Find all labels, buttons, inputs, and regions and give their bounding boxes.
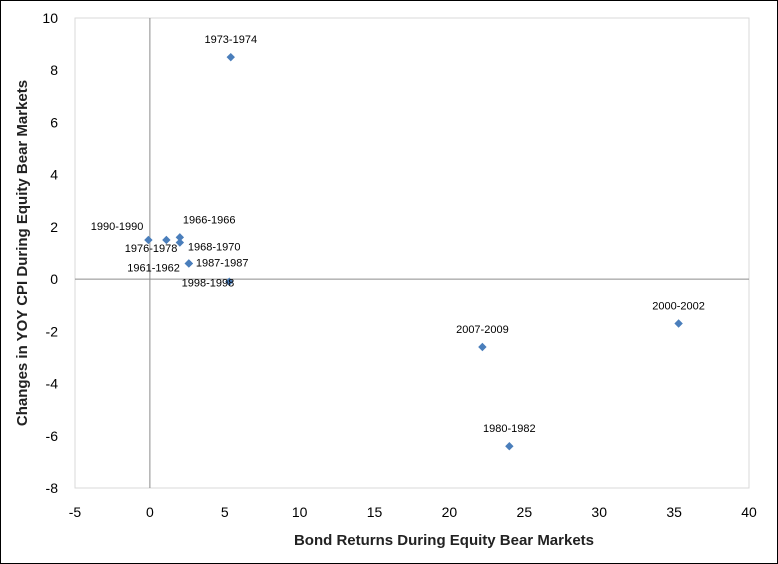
- x-tick-label: 40: [741, 504, 757, 520]
- data-point-marker: [478, 342, 487, 352]
- y-tick-labels: -8 -6 -4 -2 0 2 4 6 8 10: [42, 10, 58, 496]
- y-tick-label: 4: [50, 167, 58, 183]
- data-point-label: 1976-1978: [125, 243, 178, 255]
- y-tick-label: 10: [42, 10, 58, 26]
- data-point-label: 1973-1974: [204, 34, 257, 46]
- data-points: [144, 52, 683, 451]
- x-tick-label: 35: [666, 504, 682, 520]
- x-tick-label: 25: [517, 504, 533, 520]
- data-point-marker: [225, 277, 234, 286]
- data-point-label: 1990-1990: [91, 221, 144, 233]
- x-tick-label: 0: [146, 504, 154, 520]
- x-tick-label: 5: [221, 504, 229, 520]
- y-tick-label: -8: [46, 480, 59, 496]
- data-point-label: 1998-1998: [182, 278, 235, 290]
- x-tick-label: 10: [292, 504, 308, 520]
- x-tick-labels: -5 0 5 10 15 20 25 30 35 40: [69, 504, 757, 520]
- data-point-label: 1980-1982: [483, 423, 536, 435]
- data-point-marker: [505, 442, 514, 451]
- plot-area: [74, 17, 750, 489]
- point-labels: 1973-1974 1990-1990 1966-1966 1976-1978 1968…: [91, 34, 705, 435]
- data-point-marker: [184, 259, 194, 268]
- x-axis-title: Bond Returns During Equity Bear Markets: [294, 532, 594, 549]
- y-tick-label: -4: [46, 376, 59, 392]
- data-point-label: 1968-1970: [188, 242, 241, 254]
- x-tick-label: 20: [442, 504, 458, 520]
- y-axis-title: Changes in YOY CPI During Equity Bear Ma…: [14, 80, 31, 426]
- data-point-label: 2007-2009: [456, 324, 509, 336]
- y-tick-label: -2: [46, 323, 59, 339]
- data-point-marker: [674, 319, 683, 328]
- data-point-label: 2000-2002: [652, 301, 705, 313]
- data-point-marker: [162, 235, 171, 245]
- x-tick-label: -5: [69, 504, 82, 520]
- y-tick-label: 2: [50, 219, 58, 235]
- data-point-marker: [175, 233, 185, 242]
- y-tick-label: 6: [50, 114, 58, 130]
- data-point-marker: [175, 238, 185, 247]
- y-tick-label: 0: [50, 271, 58, 287]
- data-point-marker: [144, 235, 153, 245]
- x-tick-label: 30: [591, 504, 607, 520]
- data-point-label: 1987-1987: [196, 257, 249, 269]
- data-point-marker: [226, 52, 235, 62]
- data-point-label: 1961-1962: [127, 262, 180, 274]
- axis-lines: [75, 18, 749, 488]
- x-tick-label: 15: [367, 504, 383, 520]
- data-point-label: 1966-1966: [183, 214, 236, 226]
- y-tick-label: 8: [50, 62, 58, 78]
- y-tick-label: -6: [46, 428, 59, 444]
